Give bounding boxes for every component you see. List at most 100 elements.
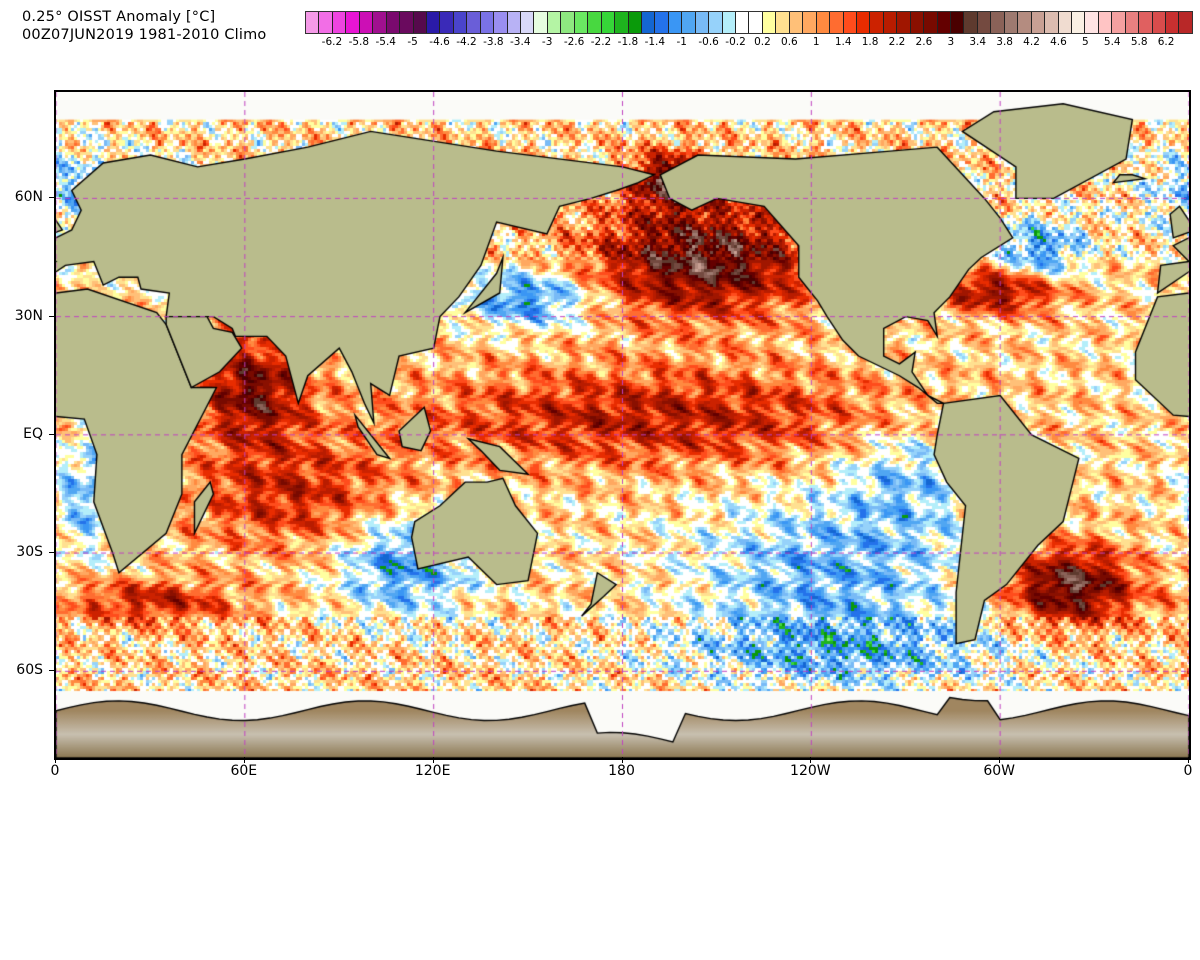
colorbar-label: 3.4 [969,36,987,48]
colorbar-cell [736,12,750,33]
colorbar-label: -3.4 [510,36,531,48]
colorbar-cell [534,12,548,33]
colorbar-label: 1.8 [861,36,879,48]
lat-label: 60S [16,662,43,679]
colorbar-cell [789,12,804,33]
colorbar-cell [964,12,978,33]
colorbar-cell [870,12,884,33]
colorbar-cell [924,12,938,33]
colorbar-label: -5 [407,36,418,48]
lat-tick [49,670,55,672]
colorbar-label: 5.8 [1130,36,1148,48]
colorbar-cell [494,12,508,33]
lat-label: 30S [16,544,43,561]
colorbar-cell [1139,12,1153,33]
lon-tick [432,757,434,763]
colorbar-cell [426,12,441,33]
lon-label: 120E [414,763,451,779]
colorbar-cell [668,12,683,33]
colorbar-cell [507,12,521,33]
colorbar-label: -1.8 [617,36,639,48]
lat-tick [49,315,55,317]
lon-tick [999,757,1001,763]
colorbar-cell [682,12,696,33]
colorbar-label: 0.2 [754,36,771,48]
map-subtitle: 00Z07JUN2019 1981-2010 Climo [22,27,267,43]
colorbar-cell [588,12,602,33]
lon-label: 60E [230,763,258,779]
map-title: 0.25° OISST Anomaly [°C] [22,9,216,25]
colorbar-label: -1 [676,36,687,48]
colorbar-cell [1004,12,1019,33]
colorbar-cell [400,12,414,33]
colorbar-cell [601,12,616,33]
colorbar-cell [319,12,333,33]
colorbar-cell [803,12,817,33]
lat-tick [49,433,55,435]
lat-label: EQ [23,425,43,442]
lon-label: 60W [983,763,1015,779]
colorbar-cell [816,12,831,33]
colorbar-cell [440,12,454,33]
lat-tick [49,552,55,554]
colorbar-label: 5.4 [1103,36,1121,48]
colorbar-cell [453,12,468,33]
colorbar-cell [467,12,481,33]
colorbar-labels: -6.2 -5.8 -5.4 -5 -4.6 -4.2 -3.8 -3.4 -3 -2.6 -2.2… [305,36,1193,50]
colorbar-label: 5 [1082,36,1089,48]
colorbar-cell [413,12,427,33]
colorbar-cell [359,12,374,33]
colorbar-label: 4.6 [1050,36,1067,48]
colorbar-cell [306,12,320,33]
colorbar-label: -3.8 [483,36,504,48]
colorbar-cell [574,12,589,33]
colorbar-label: -4.2 [456,36,477,48]
colorbar-cell [991,12,1005,33]
colorbar-label: -4.6 [429,36,450,48]
colorbar-cell [346,12,360,33]
colorbar-label: 0.6 [781,36,798,48]
colorbar-cell [749,12,763,33]
colorbar-label: -0.6 [698,36,719,48]
colorbar-cell [641,12,656,33]
colorbar-cell [695,12,710,33]
colorbar-label: 1 [812,36,820,48]
colorbar-cell [547,12,562,33]
colorbar-cell [776,12,790,33]
colorbar-cell [561,12,575,33]
colorbar-cell [937,12,951,33]
colorbar-cell [373,12,387,33]
colorbar-cell [1031,12,1046,33]
colorbar-cell [1112,12,1126,33]
colorbar-cell [1179,12,1192,33]
colorbar-cell [897,12,911,33]
lon-tick [55,757,56,763]
colorbar-cell [655,12,669,33]
colorbar-label: -5.8 [348,36,370,48]
lon-label: 180 [608,763,635,779]
lon-tick [621,757,623,763]
colorbar-cell [1071,12,1086,33]
colorbar-cell [1098,12,1113,33]
lon-tick [1188,757,1189,763]
colorbar-cell [722,12,736,33]
colorbar-cell [1152,12,1166,33]
colorbar-cell [615,12,629,33]
colorbar-cell [951,12,965,33]
sst-anomaly-map [54,90,1191,760]
colorbar-cell [910,12,925,33]
lon-tick [243,757,245,763]
colorbar-cell [1166,12,1180,33]
colorbar-label: 2.2 [888,36,906,48]
colorbar [305,11,1193,34]
colorbar-label: -2.6 [563,36,585,48]
colorbar-cell [1045,12,1059,33]
colorbar-cell [386,12,401,33]
colorbar-cell [1085,12,1099,33]
colorbar-cell [843,12,857,33]
colorbar-cell [762,12,777,33]
colorbar-label: 4.2 [1023,36,1040,48]
colorbar-label: -0.2 [725,36,746,48]
colorbar-label: 2.6 [915,36,933,48]
lon-label: 120W [790,763,831,779]
